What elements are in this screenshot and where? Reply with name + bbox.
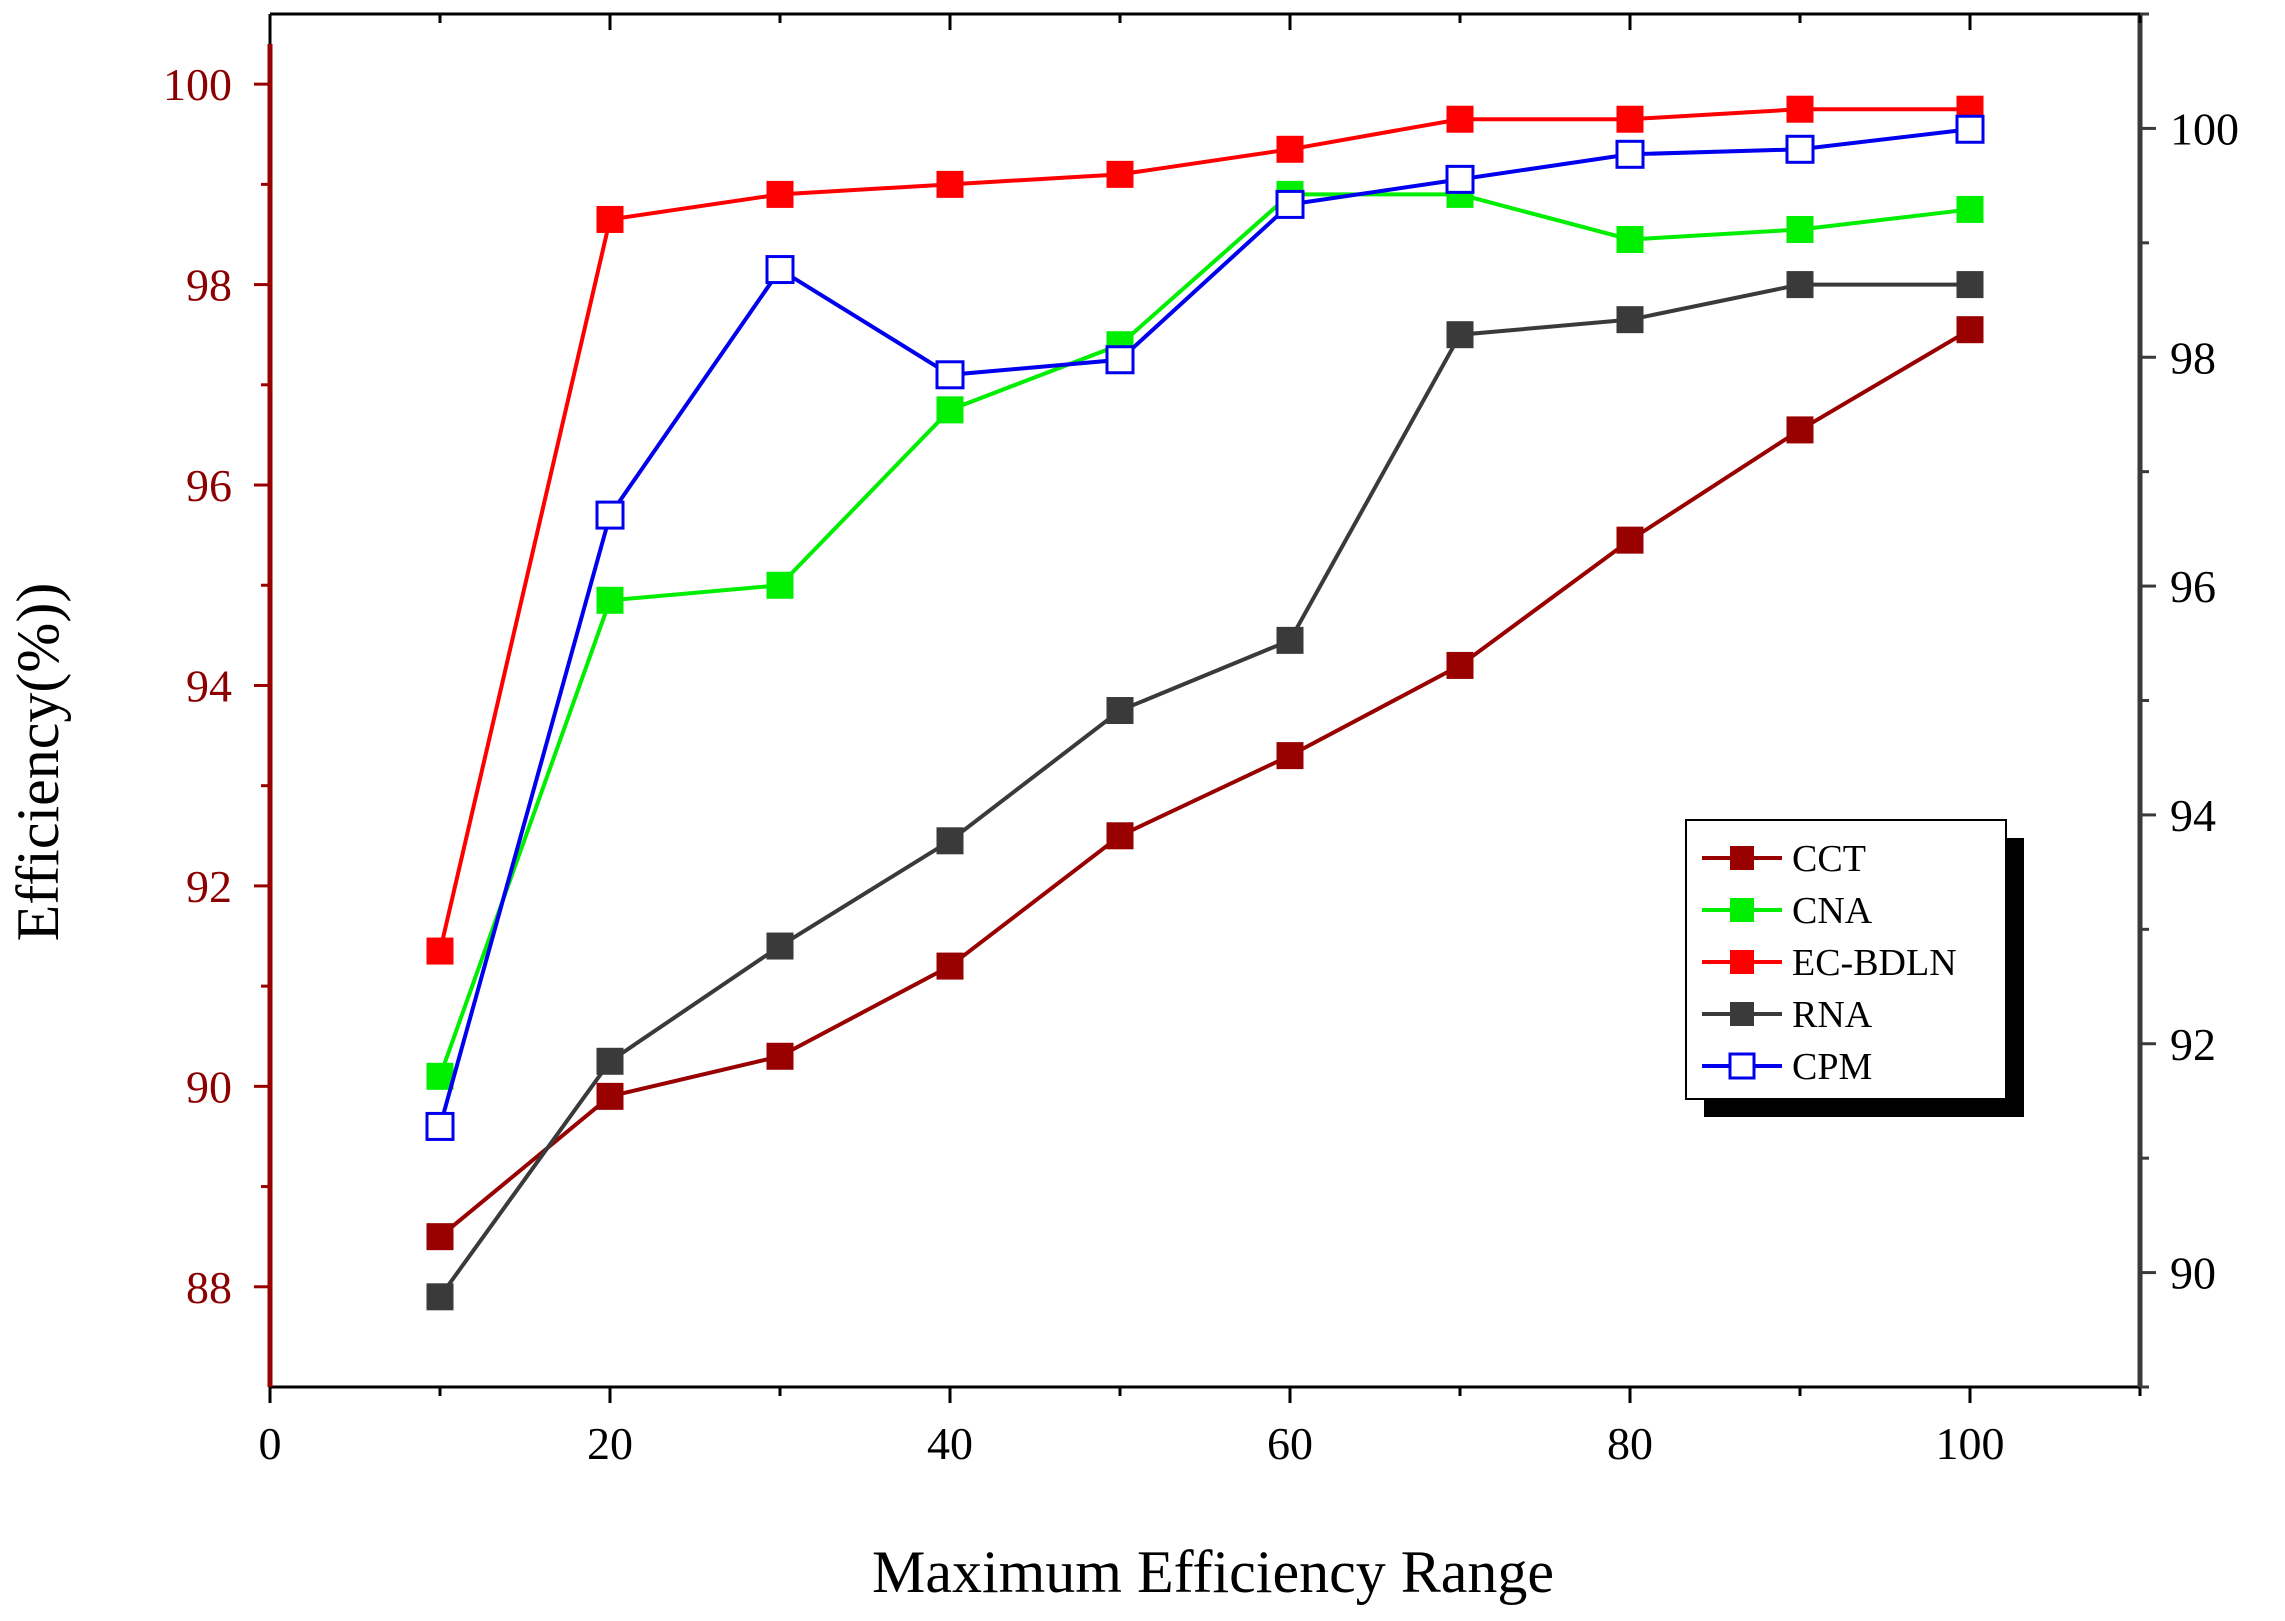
data-point-rna (936, 827, 964, 855)
axes: 0 20 40 60 80 100 88 90 92 94 96 98 100 90 92 94 96 98 100 (163, 12, 2239, 1469)
data-point-rna (766, 932, 794, 960)
left-y-tick-label: 88 (186, 1262, 232, 1313)
legend-label-cct: CCT (1792, 838, 1866, 880)
data-point-cpm (1445, 164, 1475, 194)
data-point-cna (936, 396, 964, 424)
legend-label-cna: CNA (1792, 890, 1873, 932)
data-point-cna (766, 571, 794, 599)
data-point-cct (1276, 742, 1304, 770)
left-y-tick-label: 94 (186, 660, 232, 711)
legend-label-rna: RNA (1792, 994, 1873, 1036)
data-point-cct (1446, 651, 1474, 679)
data-point-cct (1616, 526, 1644, 554)
data-point-cct (426, 1223, 454, 1251)
x-tick-label: 40 (927, 1418, 973, 1469)
series-line-rna (438, 282, 1970, 1298)
data-point-cct (1956, 316, 1984, 344)
series-line-cct (438, 327, 1972, 1239)
data-point-cct (1786, 416, 1814, 444)
data-point-ec-bdln (936, 170, 964, 198)
series-line-cna (438, 192, 1971, 1077)
right-y-tick-label: 96 (2170, 561, 2216, 612)
legend-marker-cct (1730, 846, 1754, 870)
left-y-tick-label: 90 (186, 1061, 232, 1112)
right-y-tick-label: 94 (2170, 790, 2216, 841)
data-point-rna (426, 1283, 454, 1311)
x-tick-label: 80 (1607, 1418, 1653, 1469)
data-point-rna (1276, 626, 1304, 654)
data-point-ec-bdln (766, 180, 794, 208)
right-y-tick-label: 92 (2170, 1019, 2216, 1070)
data-point-rna (1956, 271, 1984, 299)
data-point-cna (1786, 215, 1814, 243)
data-point-cna (1616, 225, 1644, 253)
legend-entry-cct: CCT (1702, 838, 1866, 880)
data-point-cct (766, 1042, 794, 1070)
data-point-cpm (935, 360, 965, 390)
left-y-tick-label: 98 (186, 260, 232, 311)
data-point-rna (1786, 271, 1814, 299)
legend-marker-ec-bdln (1730, 950, 1754, 974)
x-axis-title: Maximum Efficiency Range (872, 1539, 1554, 1605)
data-point-cpm (1955, 114, 1985, 144)
series-group (425, 95, 1985, 1311)
series-rna (426, 271, 1984, 1311)
data-point-ec-bdln (1786, 95, 1814, 123)
left-y-tick-label: 96 (186, 460, 232, 511)
legend-label-cpm: CPM (1792, 1046, 1872, 1088)
legend-marker-cna (1730, 898, 1754, 922)
data-point-cna (1956, 195, 1984, 223)
x-tick-label: 100 (1936, 1418, 2005, 1469)
legend: CCT CNA EC-BDLN RNA CPM (1685, 819, 2024, 1117)
data-point-cpm (1615, 139, 1645, 169)
series-cna (426, 180, 1984, 1090)
data-point-cpm (1785, 134, 1815, 164)
series-line-cpm (438, 127, 1971, 1127)
legend-entry-rna: RNA (1702, 994, 1873, 1036)
data-point-rna (1616, 306, 1644, 334)
x-tick-label: 20 (587, 1418, 633, 1469)
legend-marker-rna (1730, 1002, 1754, 1026)
data-point-cpm (1105, 345, 1135, 375)
legend-marker-cpm (1728, 1052, 1756, 1080)
data-point-ec-bdln (1616, 105, 1644, 133)
legend-entry-ec-bdln: EC-BDLN (1702, 942, 1957, 984)
left-y-tick-label: 100 (163, 59, 232, 110)
series-line-ec-bdln (438, 107, 1970, 952)
series-cct (426, 316, 1984, 1251)
data-point-ec-bdln (1446, 105, 1474, 133)
data-point-ec-bdln (1106, 160, 1134, 188)
y-axis-title: Efficiency(%)) (5, 583, 71, 942)
data-point-cpm (765, 255, 795, 285)
data-point-cpm (595, 500, 625, 530)
data-point-cpm (425, 1111, 455, 1141)
data-point-cna (596, 586, 624, 614)
data-point-cna (426, 1062, 454, 1090)
legend-entry-cpm: CPM (1702, 1046, 1872, 1088)
left-y-tick-label: 92 (186, 861, 232, 912)
data-point-rna (1106, 697, 1134, 725)
plot-frame (267, 12, 2143, 1389)
legend-label-ec-bdln: EC-BDLN (1792, 942, 1957, 984)
x-tick-label: 60 (1267, 1418, 1313, 1469)
data-point-cct (936, 952, 964, 980)
data-point-cct (1106, 822, 1134, 850)
data-point-rna (596, 1047, 624, 1075)
data-point-ec-bdln (1276, 135, 1304, 163)
data-point-ec-bdln (596, 205, 624, 233)
right-y-tick-label: 98 (2170, 332, 2216, 383)
series-cpm (425, 114, 1985, 1141)
data-point-rna (1446, 321, 1474, 349)
data-point-cpm (1275, 189, 1305, 219)
right-y-tick-label: 90 (2170, 1248, 2216, 1299)
data-point-cct (596, 1082, 624, 1110)
x-tick-label: 0 (259, 1418, 282, 1469)
data-point-ec-bdln (426, 937, 454, 965)
legend-entry-cna: CNA (1702, 890, 1873, 932)
right-y-tick-label: 100 (2170, 103, 2239, 154)
